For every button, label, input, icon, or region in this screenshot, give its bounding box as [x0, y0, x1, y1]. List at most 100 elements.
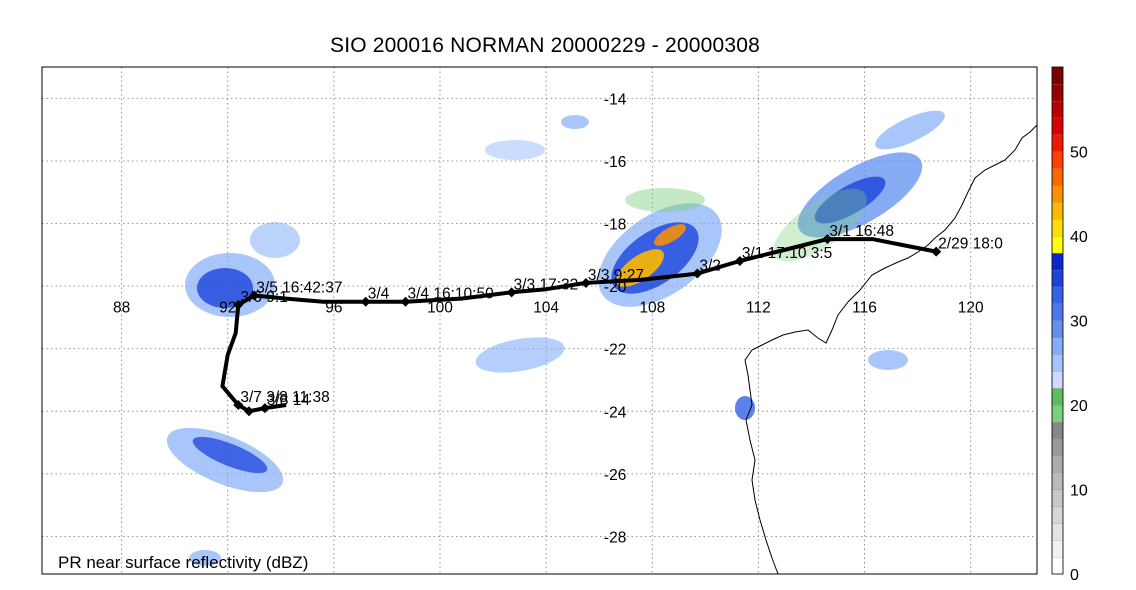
track-marker-11	[243, 406, 254, 417]
lat-label--18: -18	[604, 216, 626, 233]
colorbar-bin-26	[1051, 337, 1064, 355]
map-frame	[41, 66, 1038, 575]
colorbar-bin-34	[1051, 269, 1064, 288]
colorbar-bin-22	[1051, 371, 1064, 389]
track-label-0: 2/29 18:0	[938, 236, 1003, 253]
colorbar-bin-4	[1051, 523, 1064, 541]
lon-label-108: 108	[639, 300, 665, 317]
colorbar-bin-38	[1051, 235, 1064, 254]
lat-label--26: -26	[604, 467, 626, 484]
lon-label-104: 104	[533, 300, 559, 317]
colorbar-bin-24	[1051, 354, 1064, 372]
radar-scatter-north	[561, 115, 589, 129]
lon-label-112: 112	[746, 300, 771, 317]
colorbar	[1051, 66, 1064, 575]
colorbar-label-10: 10	[1070, 483, 1088, 500]
colorbar-bin-50	[1051, 134, 1064, 152]
track-marker-6	[400, 296, 411, 307]
track-marker-0	[931, 246, 942, 257]
lat-label--28: -28	[604, 529, 626, 546]
radar-core2-central	[654, 224, 686, 246]
radar-band-west	[250, 222, 300, 258]
colorbar-bin-30	[1051, 303, 1064, 321]
track-marker-12	[259, 403, 270, 414]
radar-swath-far-northeast	[875, 110, 945, 150]
colorbar-bin-6	[1051, 506, 1064, 524]
track-label-8: 3/5 16:42:37	[256, 279, 342, 296]
australia-coastline	[744, 124, 1037, 574]
colorbar-label-50: 50	[1070, 145, 1088, 162]
radar-scatter-east	[868, 350, 908, 370]
colorbar-bin-44	[1051, 185, 1064, 203]
lat-label--16: -16	[604, 154, 626, 171]
lat-label--20: -20	[604, 279, 627, 296]
footer-label: PR near surface reflectivity (dBZ)	[58, 553, 308, 572]
track-marker-2	[734, 256, 745, 267]
colorbar-bin-42	[1051, 202, 1064, 220]
lon-label-120: 120	[958, 300, 984, 317]
colorbar-bin-0	[1051, 556, 1064, 575]
lon-label-88: 88	[113, 300, 130, 317]
track-marker-1	[822, 234, 833, 245]
longitude-labels: 88 92 96 100 104 108 112 116 120	[113, 300, 984, 317]
colorbar-bin-28	[1051, 320, 1064, 338]
track-marker-3	[692, 268, 703, 279]
colorbar-bin-14	[1051, 438, 1064, 457]
colorbar-bin-58	[1051, 66, 1064, 85]
track-label-2: 3/1 17:10 3:5	[742, 245, 833, 262]
track-label-3: 3/2	[699, 258, 721, 275]
track-label-10: 3/7 3/8 11:38	[240, 389, 329, 406]
page-title: SIO 200016 NORMAN 20000229 - 20000308	[329, 34, 760, 57]
colorbar-bin-46	[1051, 168, 1064, 186]
radar-reflectivity-layer	[166, 110, 945, 566]
colorbar-label-40: 40	[1070, 229, 1088, 246]
storm-track-line	[220, 237, 937, 414]
track-label-7: 3/4	[368, 286, 390, 303]
colorbar-label-20: 20	[1070, 398, 1088, 415]
track-label-9: 3/6 9:1	[240, 289, 287, 306]
colorbar-label-0: 0	[1070, 567, 1079, 584]
colorbar-bin-52	[1051, 117, 1064, 136]
colorbar-bin-36	[1051, 252, 1064, 271]
track-label-4: 3/3 9:27	[588, 267, 644, 284]
colorbar-bin-20	[1051, 387, 1064, 406]
track-label-1: 3/1 16:48	[829, 223, 894, 240]
colorbar-bin-8	[1051, 489, 1064, 507]
colorbar-bin-48	[1051, 151, 1064, 169]
colorbar-label-30: 30	[1070, 314, 1088, 331]
latitude-labels: -14 -16 -18 -20 -22 -24 -26 -28	[604, 91, 627, 546]
radar-core-northeast	[814, 176, 886, 224]
track-label-6: 3/4 16:10:50	[408, 286, 495, 303]
colorbar-bin-16	[1051, 421, 1064, 440]
lon-label-116: 116	[852, 300, 877, 317]
lon-label-92: 92	[219, 300, 236, 317]
colorbar-labels: 0 10 20 30 40 50	[1070, 145, 1088, 585]
lat-label--22: -22	[604, 342, 626, 359]
track-marker-9	[233, 299, 244, 310]
colorbar-frame	[1051, 66, 1064, 575]
colorbar-bin-40	[1051, 218, 1064, 237]
colorbar-bin-12	[1051, 455, 1064, 474]
lat-label--24: -24	[604, 404, 627, 421]
colorbar-bin-2	[1051, 540, 1064, 558]
track-marker-4	[580, 277, 591, 288]
radar-scatter-nw	[485, 140, 545, 160]
radar-scatter-mid	[475, 337, 565, 373]
radar-scatter-south	[735, 396, 755, 420]
lon-label-100: 100	[427, 300, 453, 317]
track-marker-5	[506, 287, 517, 298]
radar-core-west	[197, 268, 253, 308]
radar-core-central	[616, 249, 664, 287]
lat-label--14: -14	[604, 91, 627, 108]
radar-scatter-bottom	[189, 550, 221, 566]
track-label-12: 3/8 14	[267, 392, 310, 409]
track-marker-7	[360, 296, 371, 307]
radar-fringe-central	[625, 188, 705, 212]
colorbar-bin-54	[1051, 100, 1064, 119]
colorbar-bin-32	[1051, 286, 1064, 305]
track-marker-8	[249, 290, 260, 301]
radar-core-southwest	[192, 436, 268, 474]
track-label-5: 3/3 17:32	[514, 276, 579, 293]
colorbar-bin-18	[1051, 404, 1064, 423]
